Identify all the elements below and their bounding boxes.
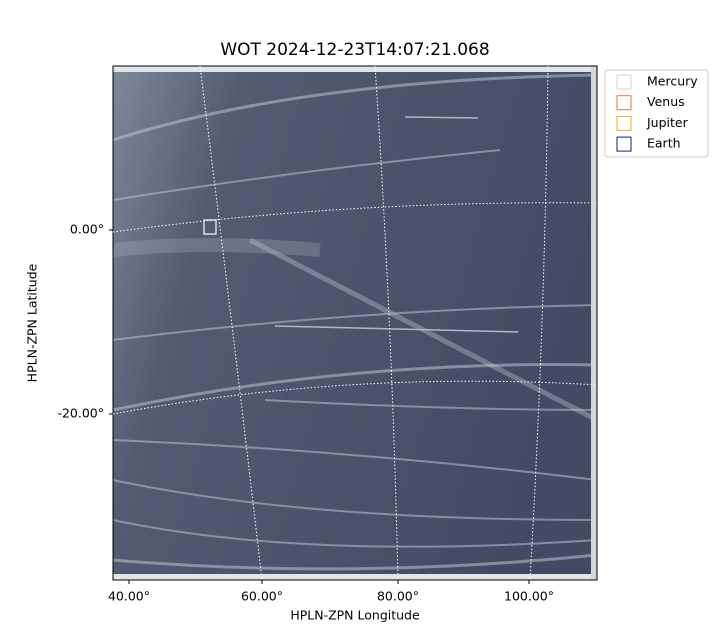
sky-image <box>113 66 597 580</box>
legend-label: Venus <box>647 94 685 109</box>
x-tick-label: 100.00° <box>504 589 554 604</box>
legend <box>604 69 709 158</box>
x-tick-label: 60.00° <box>241 589 283 604</box>
legend-swatch <box>616 74 632 90</box>
grid-line <box>199 65 263 581</box>
grid-line <box>374 65 399 581</box>
legend-label: Mercury <box>647 74 698 89</box>
legend-swatch <box>616 115 632 131</box>
grid-line <box>112 202 598 233</box>
grid-line <box>529 65 549 581</box>
legend-swatch <box>616 136 632 152</box>
axes-frame <box>112 65 598 581</box>
legend-label: Earth <box>647 136 681 151</box>
y-tick-label: 0.00° <box>70 222 104 237</box>
x-tick-label: 80.00° <box>377 589 419 604</box>
legend-swatch <box>616 95 632 111</box>
legend-label: Jupiter <box>646 115 689 130</box>
y-axis-label: HPLN-ZPN Latitude <box>25 263 40 382</box>
x-tick-label: 40.00° <box>108 589 150 604</box>
y-tick-label: -20.00° <box>57 406 104 421</box>
x-axis-label: HPLN-ZPN Longitude <box>290 608 420 623</box>
chart-title: WOT 2024-12-23T14:07:21.068 <box>220 40 489 60</box>
